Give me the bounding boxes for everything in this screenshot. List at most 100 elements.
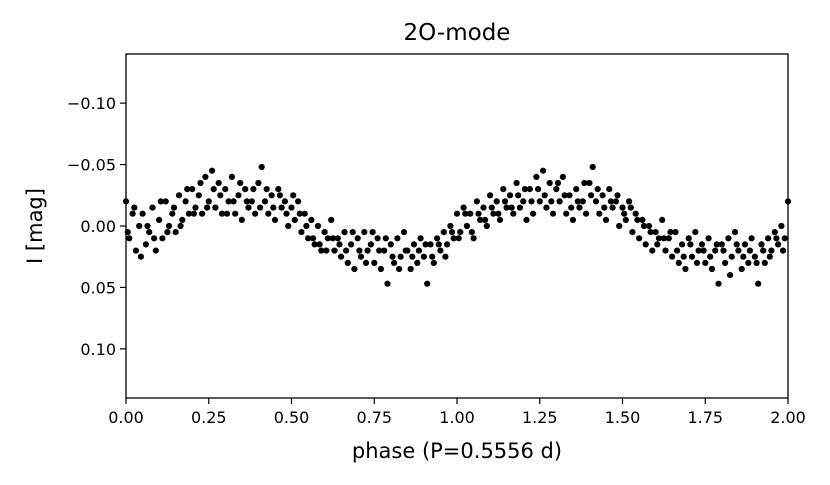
data-point [288, 204, 295, 211]
data-point [190, 210, 197, 217]
data-point [693, 259, 701, 266]
data-point [374, 235, 381, 242]
y-tick-label: 0.05 [80, 278, 116, 297]
data-point [209, 167, 216, 174]
data-point [773, 235, 780, 242]
data-point [473, 198, 480, 205]
data-point [303, 222, 310, 230]
data-point [152, 247, 159, 254]
data-point [179, 216, 186, 223]
data-point [139, 210, 146, 217]
x-tick-label: 1.25 [522, 408, 558, 427]
data-point [192, 204, 199, 211]
data-point [573, 186, 580, 193]
data-point [674, 247, 681, 254]
data-point [369, 229, 376, 236]
data-point [199, 210, 206, 217]
data-point [599, 192, 606, 199]
data-point [778, 222, 785, 230]
data-point [165, 222, 173, 230]
data-point [157, 198, 164, 205]
data-point [334, 235, 341, 242]
data-point [553, 186, 560, 193]
data-point [364, 247, 371, 254]
data-point [263, 186, 270, 193]
data-point [204, 204, 211, 211]
data-point [675, 259, 682, 266]
data-point [283, 210, 290, 217]
data-point [645, 222, 653, 230]
data-point [455, 235, 462, 242]
data-point [164, 229, 171, 236]
data-point [151, 235, 158, 242]
data-point [202, 173, 209, 180]
data-point [172, 229, 179, 236]
data-point [328, 216, 335, 223]
data-point [329, 235, 336, 242]
y-axis-label: I [mag] [23, 188, 47, 264]
data-point [424, 280, 431, 287]
data-point [602, 216, 610, 223]
data-point [482, 216, 489, 223]
data-point [530, 210, 537, 217]
data-point [410, 241, 418, 248]
data-point [146, 229, 153, 236]
data-point [722, 259, 729, 266]
data-point [470, 235, 477, 242]
data-point [659, 216, 666, 223]
data-point [422, 241, 429, 248]
data-point [290, 192, 297, 199]
data-point [448, 229, 456, 236]
data-point [640, 222, 648, 230]
data-point [682, 265, 689, 273]
data-point [761, 259, 768, 266]
y-tick-label: −0.05 [67, 156, 116, 175]
data-point [483, 222, 490, 230]
data-point [707, 253, 714, 260]
data-point [487, 192, 494, 199]
data-point [535, 186, 542, 193]
data-point [612, 198, 620, 205]
data-point [265, 210, 272, 217]
data-point [450, 235, 457, 242]
data-point [619, 204, 626, 211]
data-point [301, 210, 308, 217]
data-point [462, 210, 469, 217]
x-tick-label: 1.75 [687, 408, 723, 427]
y-tick-label: 0.00 [80, 217, 116, 236]
data-point [261, 198, 269, 205]
data-point [417, 235, 424, 242]
x-axis-label: phase (P=0.5556 d) [352, 439, 562, 463]
data-point [185, 210, 192, 217]
x-tick-label: 0.25 [191, 408, 227, 427]
data-point [324, 235, 331, 242]
data-point [569, 216, 577, 223]
data-point [357, 253, 365, 260]
data-point [616, 222, 623, 230]
data-point [700, 247, 707, 254]
data-point [447, 222, 454, 230]
data-point [381, 247, 388, 254]
data-point [162, 198, 169, 205]
data-point [468, 229, 475, 236]
data-point [687, 241, 694, 248]
data-point [596, 210, 603, 217]
data-point [649, 247, 656, 254]
data-point [760, 247, 767, 254]
data-point [258, 163, 265, 171]
data-point [758, 241, 765, 248]
data-point [255, 179, 262, 187]
data-point [601, 204, 608, 211]
data-point [427, 241, 434, 248]
x-tick-label: 1.50 [605, 408, 641, 427]
data-point [257, 204, 264, 211]
data-point [391, 259, 398, 266]
data-point [225, 198, 232, 205]
data-point [341, 229, 348, 236]
data-point [680, 253, 687, 260]
data-point [589, 163, 596, 171]
data-point [402, 247, 409, 254]
data-point [343, 247, 350, 254]
data-point [387, 241, 394, 248]
